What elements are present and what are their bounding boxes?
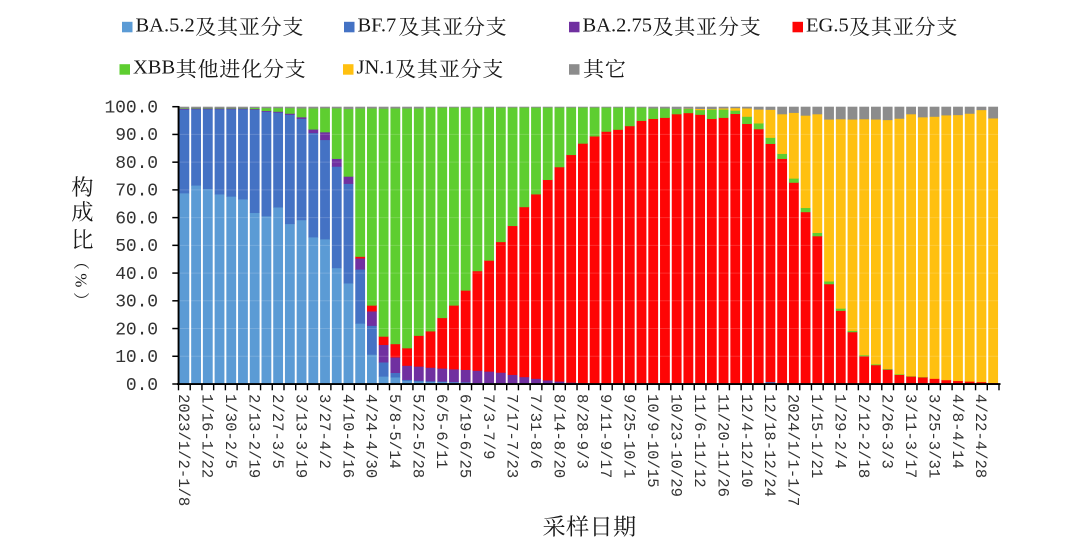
svg-text:4/22-4/28: 4/22-4/28 — [971, 394, 989, 478]
svg-text:8/14-8/20: 8/14-8/20 — [549, 394, 567, 478]
svg-text:BF.7: BF.7 — [358, 14, 397, 36]
svg-text:7/3-7/9: 7/3-7/9 — [479, 394, 497, 460]
svg-text:1/15-1/21: 1/15-1/21 — [807, 394, 825, 478]
svg-text:%: % — [72, 273, 91, 287]
svg-text:10/23-10/29: 10/23-10/29 — [666, 394, 684, 497]
svg-text:3/13-3/19: 3/13-3/19 — [291, 394, 309, 478]
svg-text:2024/1/1-1/7: 2024/1/1-1/7 — [784, 394, 802, 506]
svg-text:4/24-4/30: 4/24-4/30 — [362, 394, 380, 478]
svg-text:50.0: 50.0 — [115, 237, 158, 257]
svg-text:60.0: 60.0 — [115, 209, 158, 229]
svg-text:1/30-2/5: 1/30-2/5 — [221, 394, 239, 469]
svg-text:12/4-12/10: 12/4-12/10 — [737, 394, 755, 488]
svg-text:9/25-10/1: 9/25-10/1 — [620, 394, 638, 478]
svg-text:2/12-2/18: 2/12-2/18 — [854, 394, 872, 478]
svg-text:11/6-11/12: 11/6-11/12 — [690, 394, 708, 488]
svg-text:BA.5.2: BA.5.2 — [136, 14, 195, 36]
svg-text:2/26-3/3: 2/26-3/3 — [877, 394, 895, 469]
svg-text:90.0: 90.0 — [115, 126, 158, 146]
svg-text:5/8-5/14: 5/8-5/14 — [385, 394, 403, 469]
svg-text:3/11-3/17: 3/11-3/17 — [901, 394, 919, 478]
svg-text:7/17-7/23: 7/17-7/23 — [502, 394, 520, 478]
svg-text:20.0: 20.0 — [115, 320, 158, 340]
svg-text:5/22-5/28: 5/22-5/28 — [409, 394, 427, 478]
svg-text:4/10-4/16: 4/10-4/16 — [338, 394, 356, 478]
svg-text:9/11-9/17: 9/11-9/17 — [596, 394, 614, 478]
svg-text:70.0: 70.0 — [115, 182, 158, 202]
svg-text:EG.5: EG.5 — [806, 14, 849, 36]
svg-text:100.0: 100.0 — [104, 99, 158, 119]
svg-text:4/8-4/14: 4/8-4/14 — [948, 394, 966, 469]
svg-text:2/27-3/5: 2/27-3/5 — [268, 394, 286, 469]
svg-text:11/20-11/26: 11/20-11/26 — [713, 394, 731, 497]
svg-text:8/28-9/3: 8/28-9/3 — [573, 394, 591, 469]
svg-text:JN.1: JN.1 — [357, 57, 395, 79]
svg-text:12/18-12/24: 12/18-12/24 — [760, 394, 778, 497]
svg-text:80.0: 80.0 — [115, 154, 158, 174]
svg-text:6/5-6/11: 6/5-6/11 — [432, 394, 450, 469]
svg-text:3/27-4/2: 3/27-4/2 — [315, 394, 333, 469]
svg-text:40.0: 40.0 — [115, 265, 158, 285]
svg-text:1/29-2/4: 1/29-2/4 — [831, 394, 849, 469]
svg-text:6/19-6/25: 6/19-6/25 — [455, 394, 473, 478]
svg-text:2023/1/2-1/8: 2023/1/2-1/8 — [174, 394, 192, 506]
svg-text:0.0: 0.0 — [126, 376, 158, 396]
svg-text:30.0: 30.0 — [115, 293, 158, 313]
svg-text:2/13-2/19: 2/13-2/19 — [244, 394, 262, 478]
svg-text:3/25-3/31: 3/25-3/31 — [924, 394, 942, 478]
svg-text:7/31-8/6: 7/31-8/6 — [526, 394, 544, 469]
svg-text:10/9-10/15: 10/9-10/15 — [643, 394, 661, 488]
svg-text:10.0: 10.0 — [115, 348, 158, 368]
svg-text:XBB: XBB — [133, 57, 175, 79]
svg-text:BA.2.75: BA.2.75 — [583, 14, 652, 36]
svg-text:1/16-1/22: 1/16-1/22 — [198, 394, 216, 478]
